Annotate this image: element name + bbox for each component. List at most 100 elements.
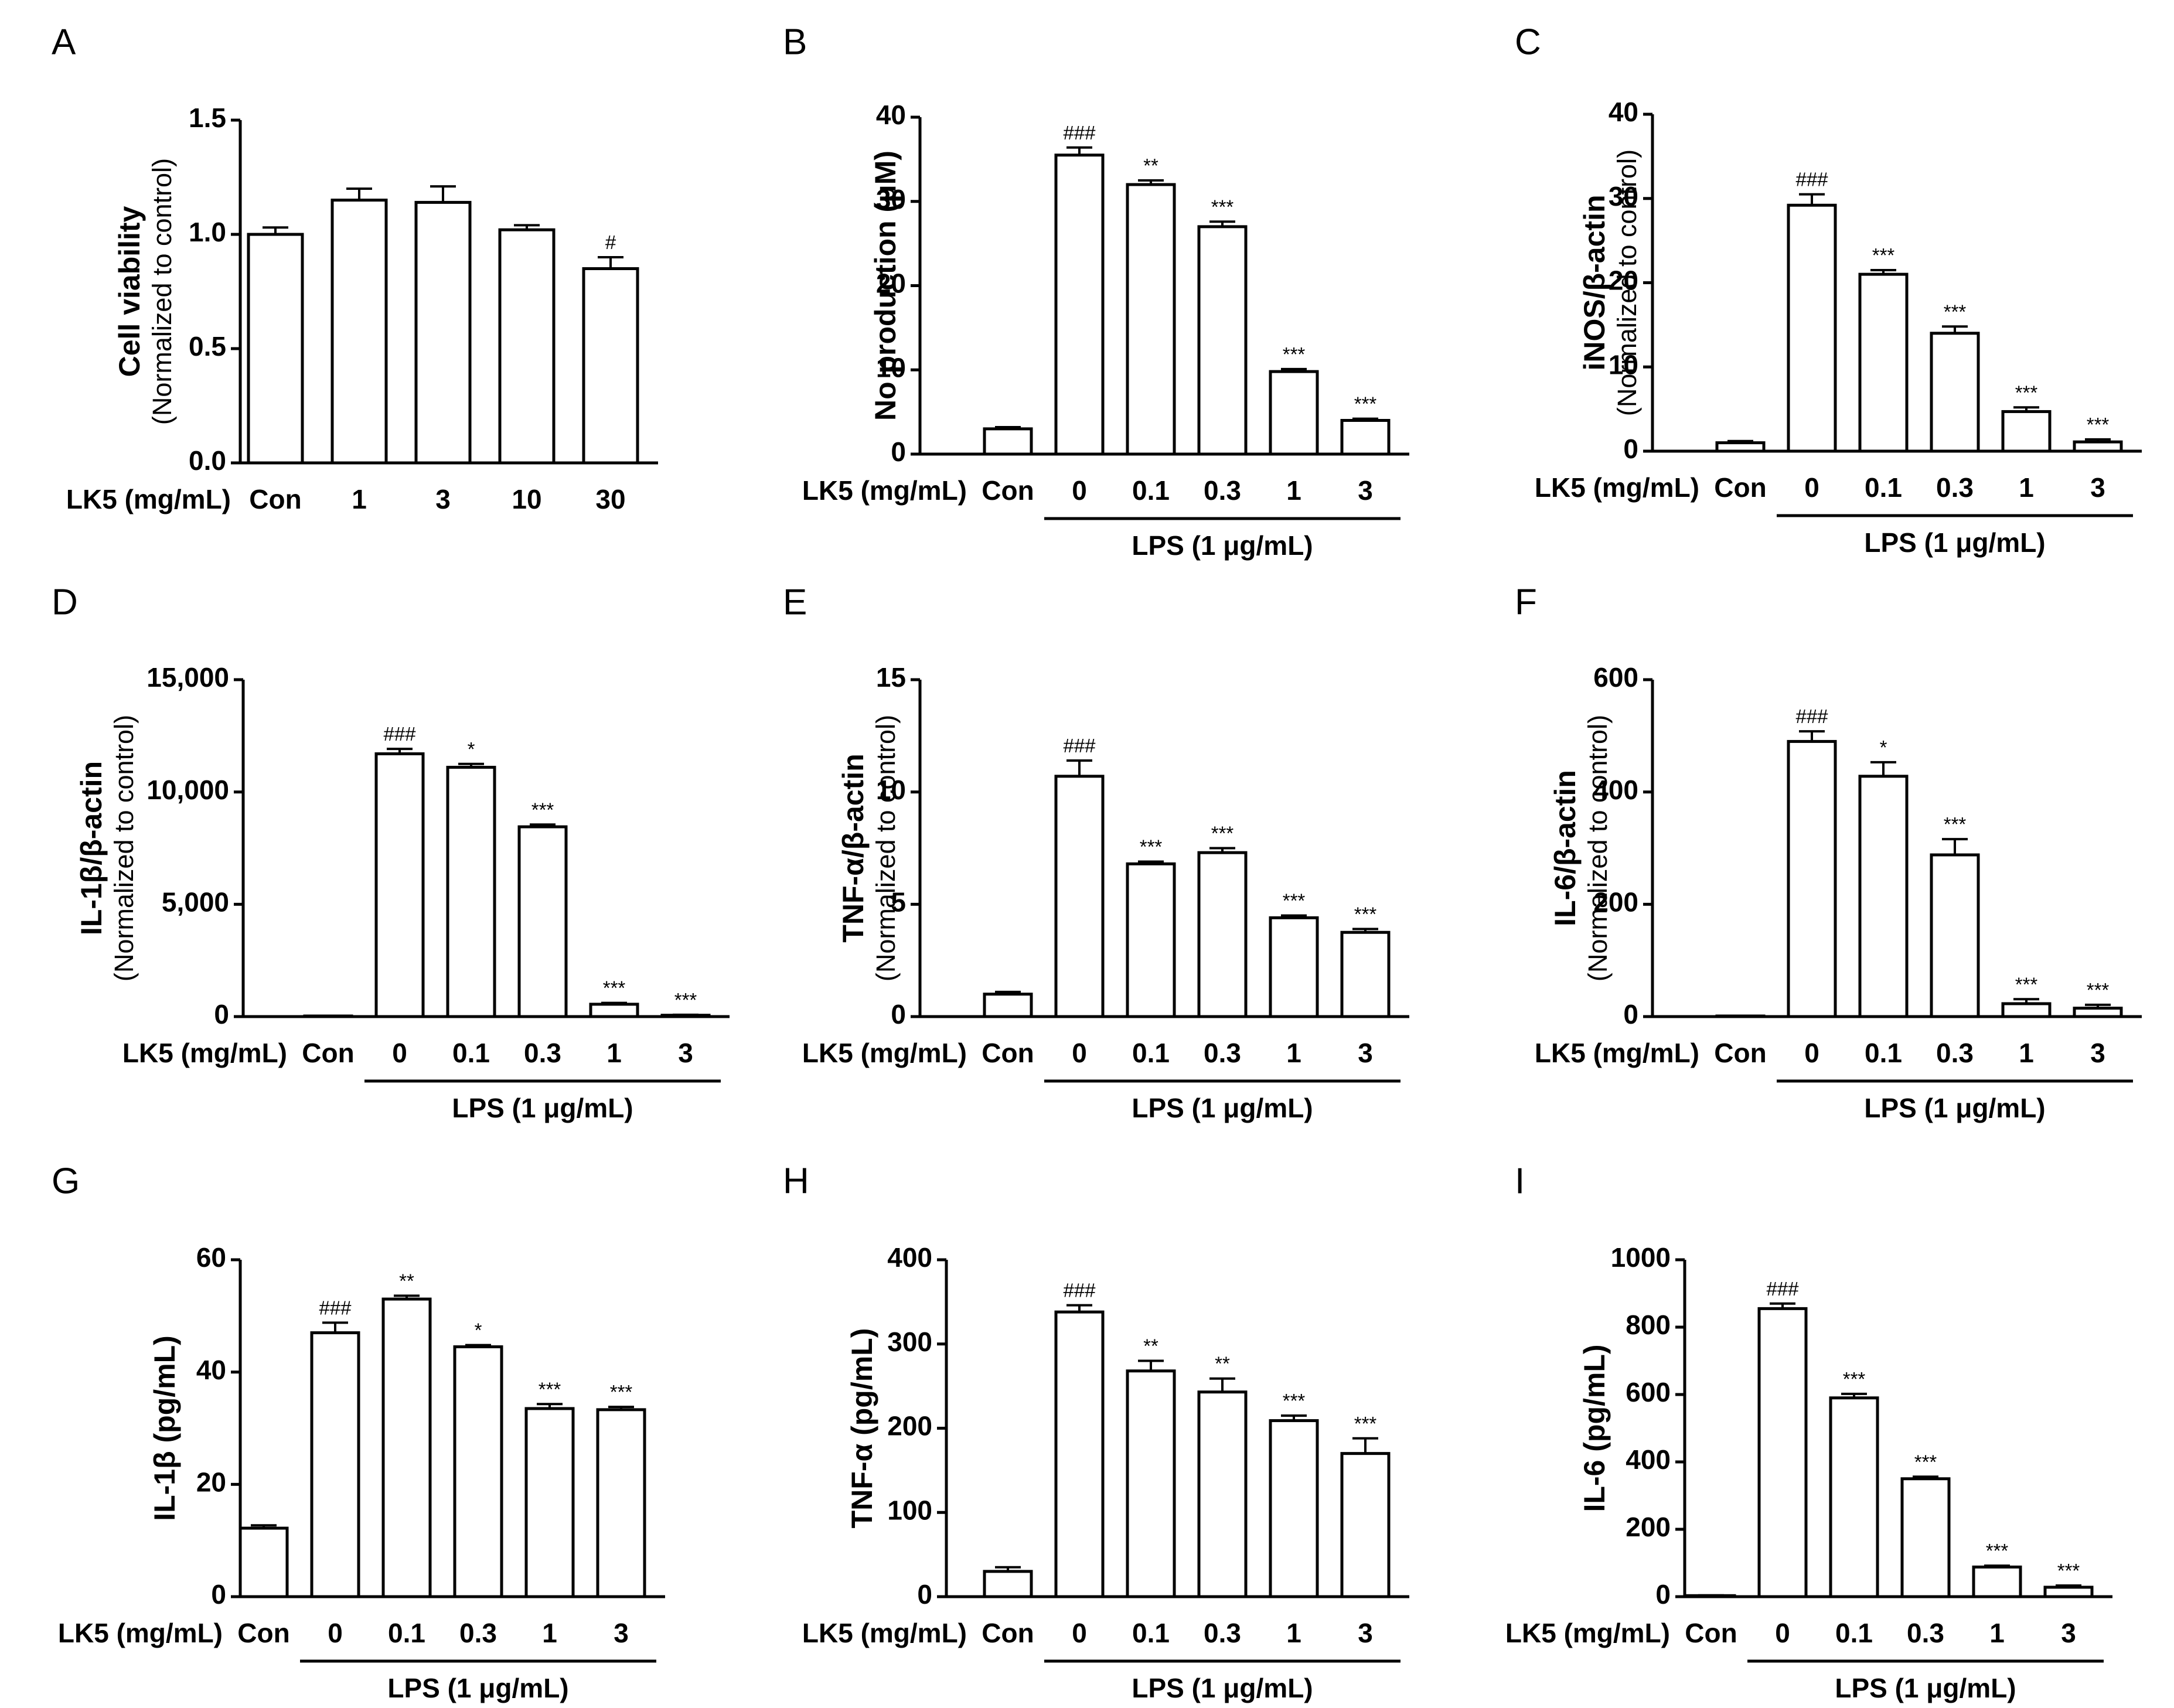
panel-a-y-tick-label: 1.0	[189, 217, 226, 247]
panel-b-bar	[1340, 419, 1391, 456]
panel-b-category-label: 0.1	[1132, 475, 1170, 506]
panel-c-y-label-sub: (Normalized to control)	[1612, 149, 1642, 416]
panel-g-bar	[596, 1408, 646, 1598]
panel-h-significance-label: ***	[1354, 1413, 1377, 1434]
panel-i-bar	[1829, 1396, 1879, 1598]
panel-h-significance-label: ###	[1063, 1280, 1096, 1301]
panel-i-x-row-label: LK5 (mg/mL)	[1505, 1618, 1670, 1648]
panel-g-category-label: 0.3	[459, 1618, 497, 1648]
panel-a-significance-label: #	[605, 231, 616, 253]
panel-c-bar	[1858, 272, 1909, 453]
panel-h-category-label: 1	[1286, 1618, 1301, 1648]
panel-c-bar	[1715, 441, 1766, 453]
panel-c-significance-label: ###	[1795, 169, 1828, 190]
panel-i-bar	[1972, 1565, 2022, 1598]
panel-b-bar	[1054, 154, 1105, 456]
panel-g-significance-label: ***	[539, 1378, 561, 1400]
panel-h-category-label: 0.3	[1204, 1618, 1241, 1648]
panel-h-letter: H	[783, 1161, 809, 1201]
panel-h-bar	[1054, 1310, 1105, 1598]
panel-f-category-label: 3	[2090, 1038, 2105, 1068]
panel-f-x-row-label: LK5 (mg/mL)	[1535, 1038, 1699, 1068]
panel-d-category-label: 3	[678, 1038, 693, 1068]
panel-c-significance-label: ***	[1944, 301, 1967, 322]
panel-d-category-label: 0.3	[524, 1038, 561, 1068]
panel-d-bar	[374, 752, 425, 1018]
panel-a-y-tick-label: 0.0	[189, 445, 226, 476]
panel-f-bar	[2001, 1002, 2052, 1018]
panel-c-y-tick-label: 30	[1609, 181, 1638, 212]
panel-i-y-tick-label: 400	[1626, 1444, 1671, 1475]
panel-a-bar	[330, 199, 388, 465]
panel-c-category-label: 0.1	[1865, 472, 1902, 503]
panel-d-significance-label: *	[468, 738, 475, 760]
panel-e-significance-label: ***	[1140, 836, 1163, 858]
panel-i-y-tick-label: 0	[1655, 1579, 1671, 1610]
panel-f-y-label-sub: (Normalized to control)	[1583, 715, 1613, 981]
panel-d-bar	[446, 766, 496, 1018]
panel-g-significance-label: ***	[610, 1381, 633, 1403]
panel-g-y-label: IL-1β (pg/mL)	[148, 1335, 181, 1521]
panel-c-bar	[1930, 332, 1980, 453]
panel-i-category-label: 0.1	[1835, 1618, 1873, 1648]
panel-f-category-label: Con	[1714, 1038, 1766, 1068]
panel-d-significance-label: ###	[383, 723, 416, 745]
panel-e-significance-label: ***	[1283, 890, 1306, 912]
panel-b-significance-label: ***	[1211, 196, 1234, 217]
panel-d-bar	[589, 1003, 639, 1018]
panel-e-category-label: 3	[1358, 1038, 1373, 1068]
panel-b-category-label: 0	[1072, 475, 1087, 506]
panel-a-category-label: 1	[352, 484, 367, 514]
panel-a-bar	[498, 228, 556, 465]
panel-a-category-label: 3	[435, 484, 451, 514]
panel-e-group-label: LPS (1 μg/mL)	[1132, 1093, 1313, 1123]
panel-h-category-label: Con	[982, 1618, 1034, 1648]
panel-h-x-row-label: LK5 (mg/mL)	[802, 1618, 967, 1648]
panel-c-bar	[2073, 440, 2123, 453]
panel-i-bar	[1900, 1477, 1951, 1598]
panel-h-bar	[1197, 1390, 1248, 1598]
panel-d-y-tick-label: 15,000	[146, 662, 229, 693]
panel-a-bar	[247, 233, 304, 465]
panel-h-category-label: 0.1	[1132, 1618, 1170, 1648]
panel-i-category-label: Con	[1685, 1618, 1737, 1648]
panel-d-y-tick-label: 5,000	[162, 887, 229, 917]
panel-g-x-row-label: LK5 (mg/mL)	[58, 1618, 223, 1648]
panel-f-y-tick-label: 0	[1623, 999, 1638, 1029]
panel-b-letter: B	[783, 22, 807, 62]
panel-b-bar	[1197, 225, 1248, 456]
panel-i-category-label: 0.3	[1907, 1618, 1944, 1648]
panel-g-bar	[310, 1331, 360, 1598]
panel-d-significance-label: ***	[603, 977, 626, 999]
panel-g-y-tick-label: 0	[211, 1579, 226, 1610]
panel-b-significance-label: ###	[1063, 122, 1096, 144]
panel-g-significance-label: *	[475, 1320, 482, 1341]
panel-f-group-label: LPS (1 μg/mL)	[1864, 1093, 2045, 1123]
panel-c-x-row-label: LK5 (mg/mL)	[1535, 472, 1699, 503]
panel-c-significance-label: ***	[2015, 381, 2038, 403]
panel-e-y-tick-label: 15	[876, 662, 906, 693]
panel-h-y-tick-label: 200	[887, 1411, 932, 1441]
panel-b-y-label: No production (μM)	[869, 151, 902, 421]
panel-e-category-label: 0	[1072, 1038, 1087, 1068]
panel-d-y-tick-label: 0	[214, 999, 229, 1029]
panel-h-y-label: TNF-α (pg/mL)	[846, 1328, 878, 1529]
panel-i-bar	[1757, 1307, 1808, 1598]
panel-g-significance-label: **	[399, 1270, 414, 1291]
panel-b-y-tick-label: 20	[876, 268, 906, 299]
panel-h-category-label: 3	[1358, 1618, 1373, 1648]
panel-f-bar	[1930, 853, 1980, 1018]
panel-c-category-label: Con	[1714, 472, 1766, 503]
panel-h-y-tick-label: 100	[887, 1495, 932, 1525]
panel-h-group-label: LPS (1 μg/mL)	[1132, 1673, 1313, 1703]
panel-g-group-label: LPS (1 μg/mL)	[387, 1673, 568, 1703]
panel-f-y-tick-label: 400	[1593, 775, 1638, 805]
panel-d-group-label: LPS (1 μg/mL)	[452, 1093, 633, 1123]
panel-a-letter: A	[52, 22, 76, 62]
panel-h-category-label: 0	[1072, 1618, 1087, 1648]
panel-b-y-tick-label: 0	[891, 437, 906, 467]
panel-d-bar	[303, 1014, 353, 1018]
panel-a-y-tick-label: 1.5	[189, 103, 226, 133]
panel-f-significance-label: ***	[2087, 979, 2110, 1001]
panel-h-y-tick-label: 300	[887, 1327, 932, 1357]
